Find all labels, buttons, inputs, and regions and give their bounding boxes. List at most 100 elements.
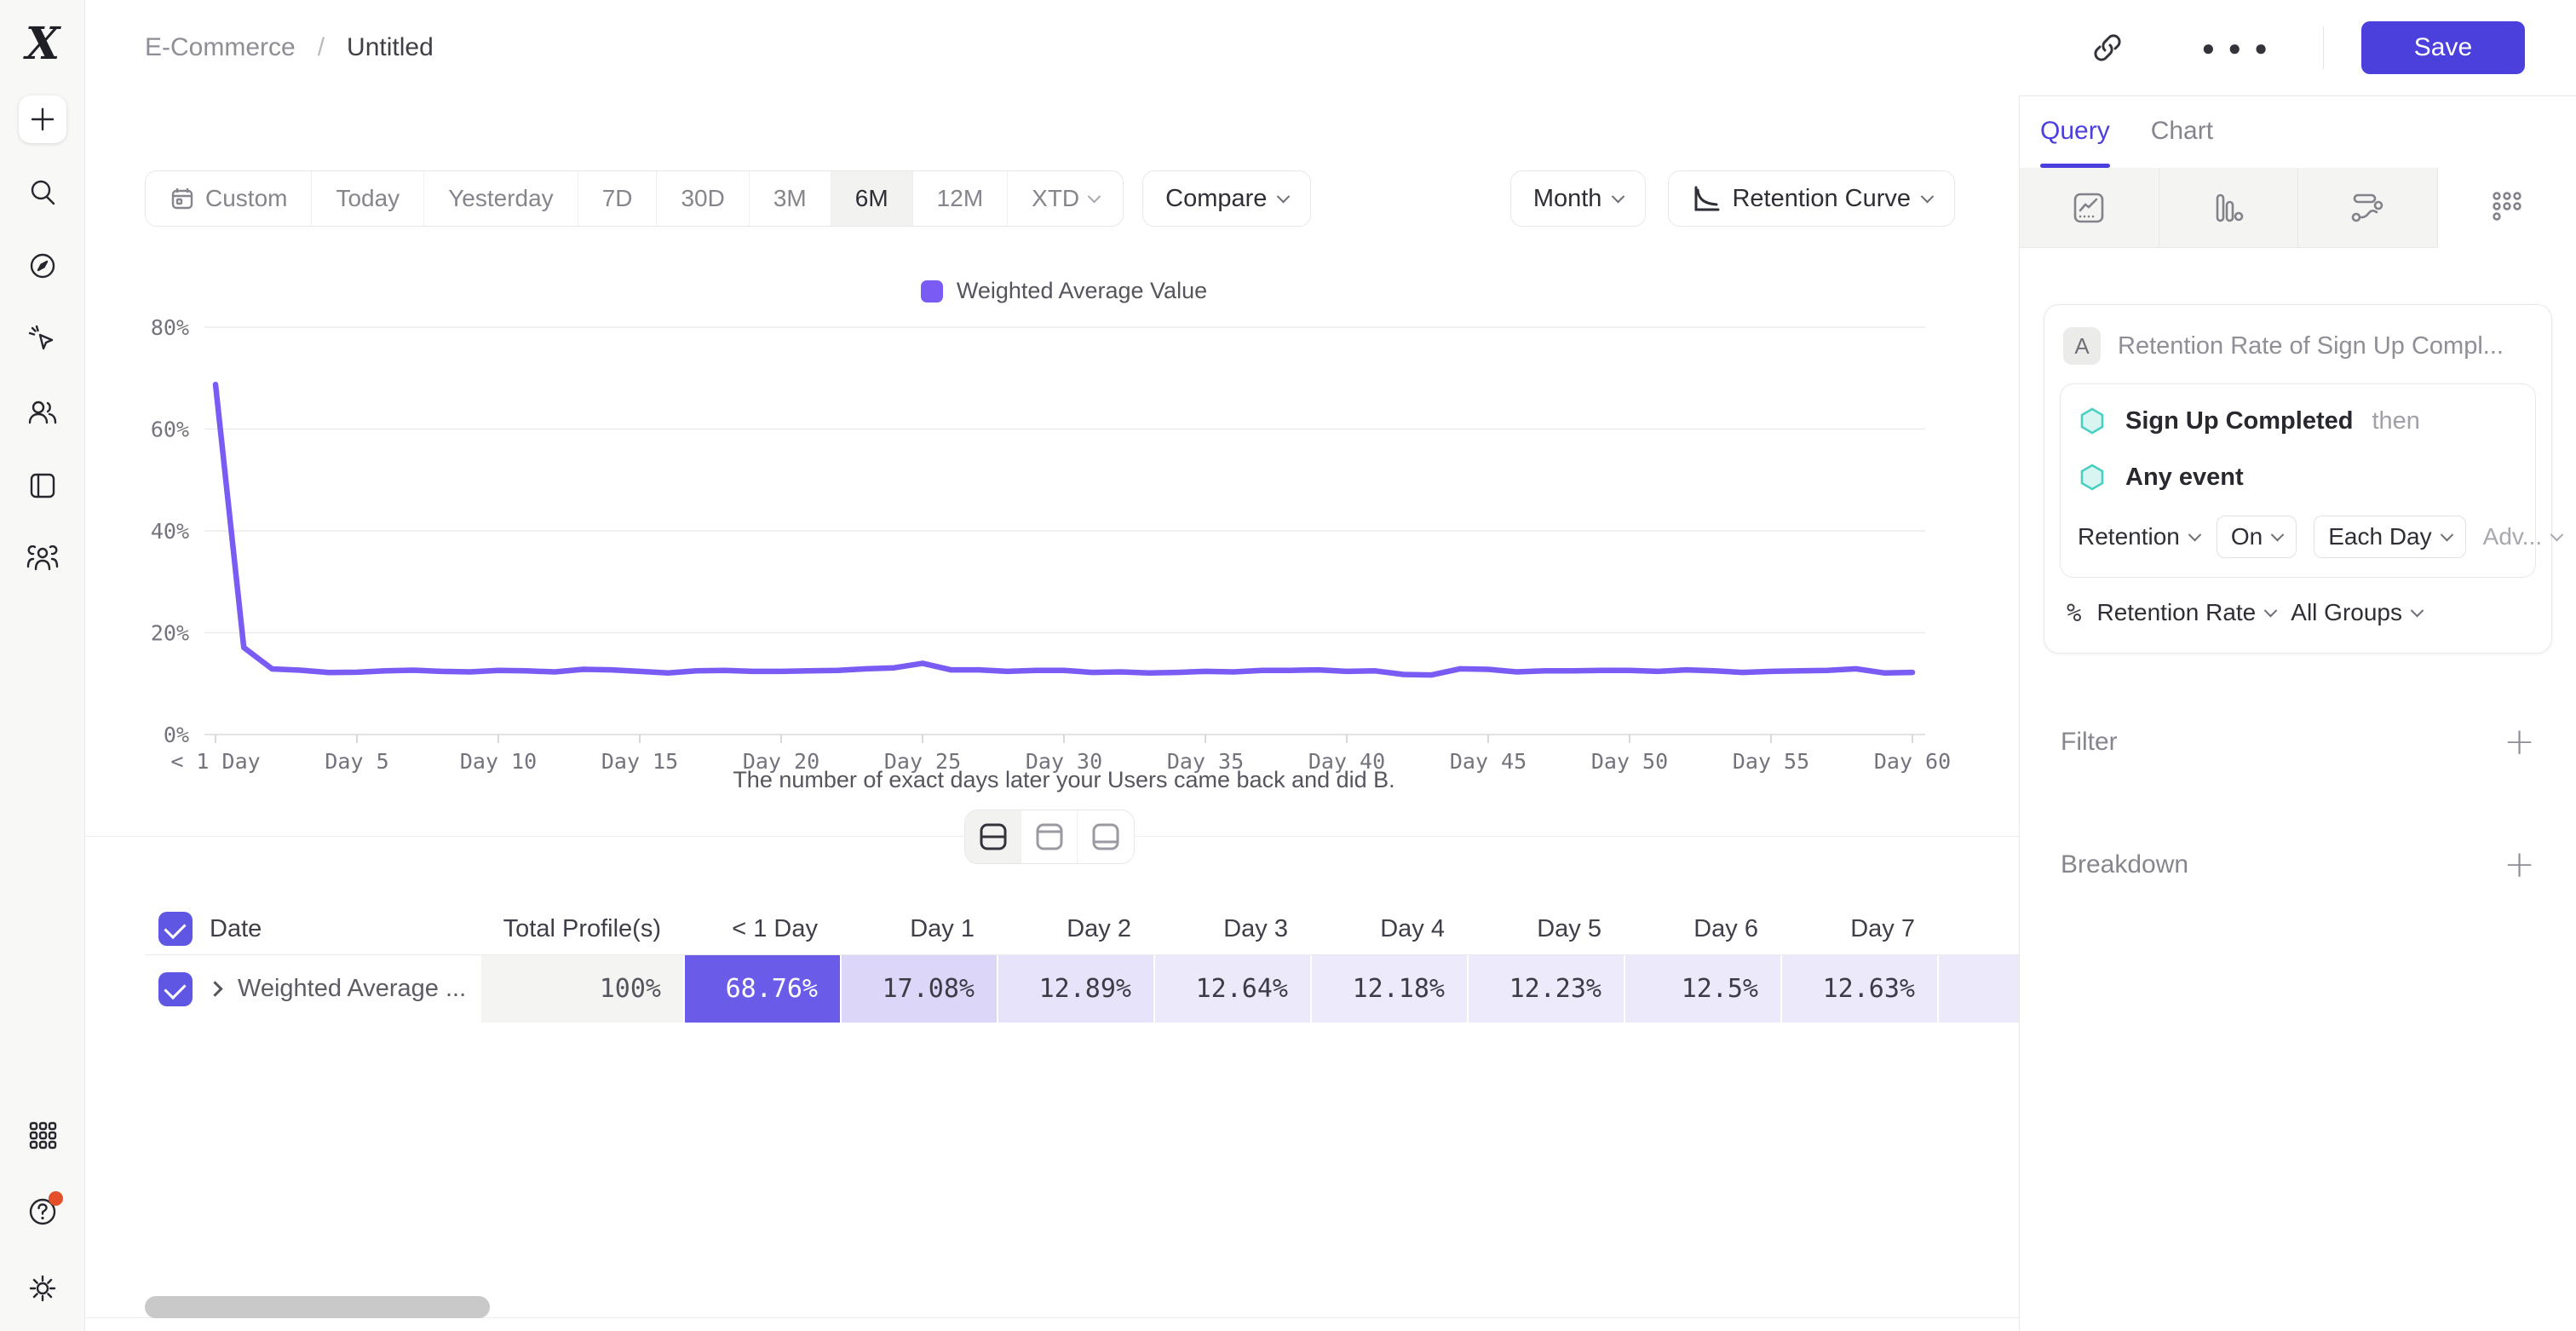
add-filter-button[interactable]: + [2504, 720, 2535, 763]
svg-text:Day 25: Day 25 [884, 749, 961, 774]
event-b-row[interactable]: Any event [2078, 449, 2518, 505]
step-title[interactable]: Retention Rate of Sign Up Compl... [2118, 331, 2504, 360]
retention-value-cell[interactable]: 12.18% [1310, 955, 1467, 1023]
table-header-cell[interactable]: D [1937, 915, 2019, 943]
each-day-dropdown[interactable]: Each Day [2314, 516, 2466, 558]
breadcrumb-project[interactable]: E-Commerce [145, 33, 296, 61]
save-button[interactable]: Save [2361, 21, 2525, 74]
expand-row-chevron-icon[interactable] [207, 981, 223, 997]
legend-label: Weighted Average Value [956, 278, 1208, 303]
select-all-checkbox[interactable] [158, 912, 193, 946]
help-icon [29, 1198, 56, 1225]
retention-value-cell[interactable]: 12.5% [1624, 955, 1780, 1023]
report-toolbar: Custom Today Yesterday 7D 30D 3M 6M 12M XTD Comp… [145, 170, 1955, 227]
table-header-cell[interactable]: < 1 Day [732, 914, 818, 942]
table-header-cell[interactable]: Day 2 [1067, 914, 1131, 942]
chart-legend[interactable]: Weighted Average Value [216, 278, 1912, 304]
svg-text:Day 55: Day 55 [1733, 749, 1809, 774]
retention-type-dropdown[interactable]: Retention [2078, 523, 2202, 550]
row-series-name[interactable]: Weighted Average ... [238, 975, 467, 1002]
sidebar-item-explore[interactable] [19, 242, 66, 290]
range-custom[interactable]: Custom [146, 171, 313, 226]
event-a-row[interactable]: Sign Up Completed then [2078, 393, 2518, 449]
add-breakdown-button[interactable]: + [2504, 843, 2535, 886]
table-header-cell[interactable]: Day 5 [1537, 914, 1601, 942]
range-30d[interactable]: 30D [657, 171, 750, 226]
chart-view-toggle[interactable] [1021, 810, 1078, 863]
sidebar-item-events[interactable] [19, 315, 66, 363]
tab-chart[interactable]: Chart [2150, 117, 2214, 145]
cohort-icon [26, 544, 59, 571]
header-divider [2323, 26, 2324, 69]
breadcrumb-page-title[interactable]: Untitled [347, 33, 434, 61]
svg-text:Day 40: Day 40 [1308, 749, 1385, 774]
retention-value-cell[interactable]: 12. [1937, 955, 2019, 1023]
mixpanel-logo[interactable]: X [25, 18, 60, 70]
apps-grid-button[interactable] [19, 1111, 66, 1159]
table-row: Weighted Average ... 100% 68.76% 17.08% 12.8… [145, 954, 2019, 1023]
retention-value-cell[interactable]: 12.64% [1153, 955, 1310, 1023]
table-header-cell[interactable]: Total Profile(s) [503, 914, 661, 942]
range-xtd[interactable]: XTD [1008, 171, 1123, 226]
tab-query[interactable]: Query [2040, 117, 2110, 168]
range-3m[interactable]: 3M [750, 171, 831, 226]
svg-text:80%: 80% [151, 315, 189, 340]
range-7d[interactable]: 7D [578, 171, 658, 226]
table-header-cell[interactable]: Day 7 [1850, 914, 1915, 942]
sidebar-item-cohorts[interactable] [19, 535, 66, 583]
retention-value-cell[interactable]: 17.08% [840, 955, 997, 1023]
svg-text:Day 45: Day 45 [1450, 749, 1527, 774]
table-header-cell[interactable]: Day 1 [910, 914, 975, 942]
table-header-cell[interactable]: Day 6 [1693, 914, 1758, 942]
retention-line-chart[interactable]: 0% 20% 40% 60% 80% < 1 Day Day 5 Day 10 Day 15 Da… [85, 308, 2019, 786]
breakdown-section: Breakdown + [2020, 839, 2576, 890]
table-header-cell[interactable]: Day 3 [1223, 914, 1288, 942]
advanced-dropdown[interactable]: Adv... [2483, 523, 2564, 550]
report-type-funnels[interactable] [2159, 168, 2298, 247]
split-view-toggle[interactable] [965, 810, 1021, 863]
funnels-icon [2216, 193, 2244, 222]
on-dropdown[interactable]: On [2216, 516, 2297, 558]
table-header-cell[interactable]: Day 4 [1380, 914, 1445, 942]
retention-value-cell[interactable]: 100% [481, 955, 683, 1023]
hscrollbar-thumb[interactable] [145, 1296, 490, 1318]
retention-value-cell[interactable]: 12.23% [1467, 955, 1624, 1023]
report-type-insights[interactable] [2020, 168, 2159, 247]
report-type-retention[interactable] [2437, 168, 2576, 248]
range-12m[interactable]: 12M [913, 171, 1009, 226]
event-block: Sign Up Completed then Any event Retenti… [2060, 383, 2564, 578]
retention-value-cell[interactable]: 12.63% [1780, 955, 1937, 1023]
users-icon [28, 400, 57, 424]
chart-type-dropdown[interactable]: Retention Curve [1668, 170, 1955, 227]
svg-text:< 1 Day: < 1 Day [170, 749, 260, 774]
range-yesterday[interactable]: Yesterday [424, 171, 578, 226]
compare-button[interactable]: Compare [1142, 170, 1312, 227]
step-badge: A [2063, 327, 2101, 365]
sidebar-item-boards[interactable] [19, 462, 66, 510]
retention-value-cell[interactable]: 68.76% [683, 955, 840, 1023]
sidebar-item-users[interactable] [19, 389, 66, 436]
svg-text:Day 30: Day 30 [1026, 749, 1102, 774]
range-6m[interactable]: 6M [831, 171, 913, 226]
groups-dropdown[interactable]: All Groups [2291, 599, 2424, 626]
granularity-dropdown[interactable]: Month [1509, 170, 1647, 227]
copy-link-button[interactable] [2089, 29, 2126, 66]
help-button[interactable] [19, 1188, 66, 1236]
row-checkbox[interactable] [158, 971, 193, 1006]
create-new-button[interactable] [19, 95, 66, 143]
metric-dropdown[interactable]: Retention Rate [2096, 599, 2278, 626]
range-today[interactable]: Today [312, 171, 425, 226]
sidebar-item-search[interactable] [19, 169, 66, 216]
event-hexagon-icon [2080, 407, 2104, 435]
svg-text:0%: 0% [164, 723, 189, 747]
svg-text:Day 5: Day 5 [325, 749, 388, 774]
more-options-button[interactable]: ● ● ● [2201, 34, 2272, 60]
table-view-toggle[interactable] [1078, 810, 1134, 863]
report-type-flows[interactable] [2298, 168, 2438, 247]
header-label: Date [210, 914, 262, 942]
retention-curve-icon [1694, 186, 1720, 211]
retention-value-cell[interactable]: 12.89% [997, 955, 1153, 1023]
retention-table: Date Total Profile(s) < 1 Day Day 1 Day 2 Day… [145, 903, 2019, 1023]
settings-button[interactable] [19, 1265, 66, 1312]
date-range-segmented-control: Custom Today Yesterday 7D 30D 3M 6M 12M XTD [145, 170, 1124, 227]
